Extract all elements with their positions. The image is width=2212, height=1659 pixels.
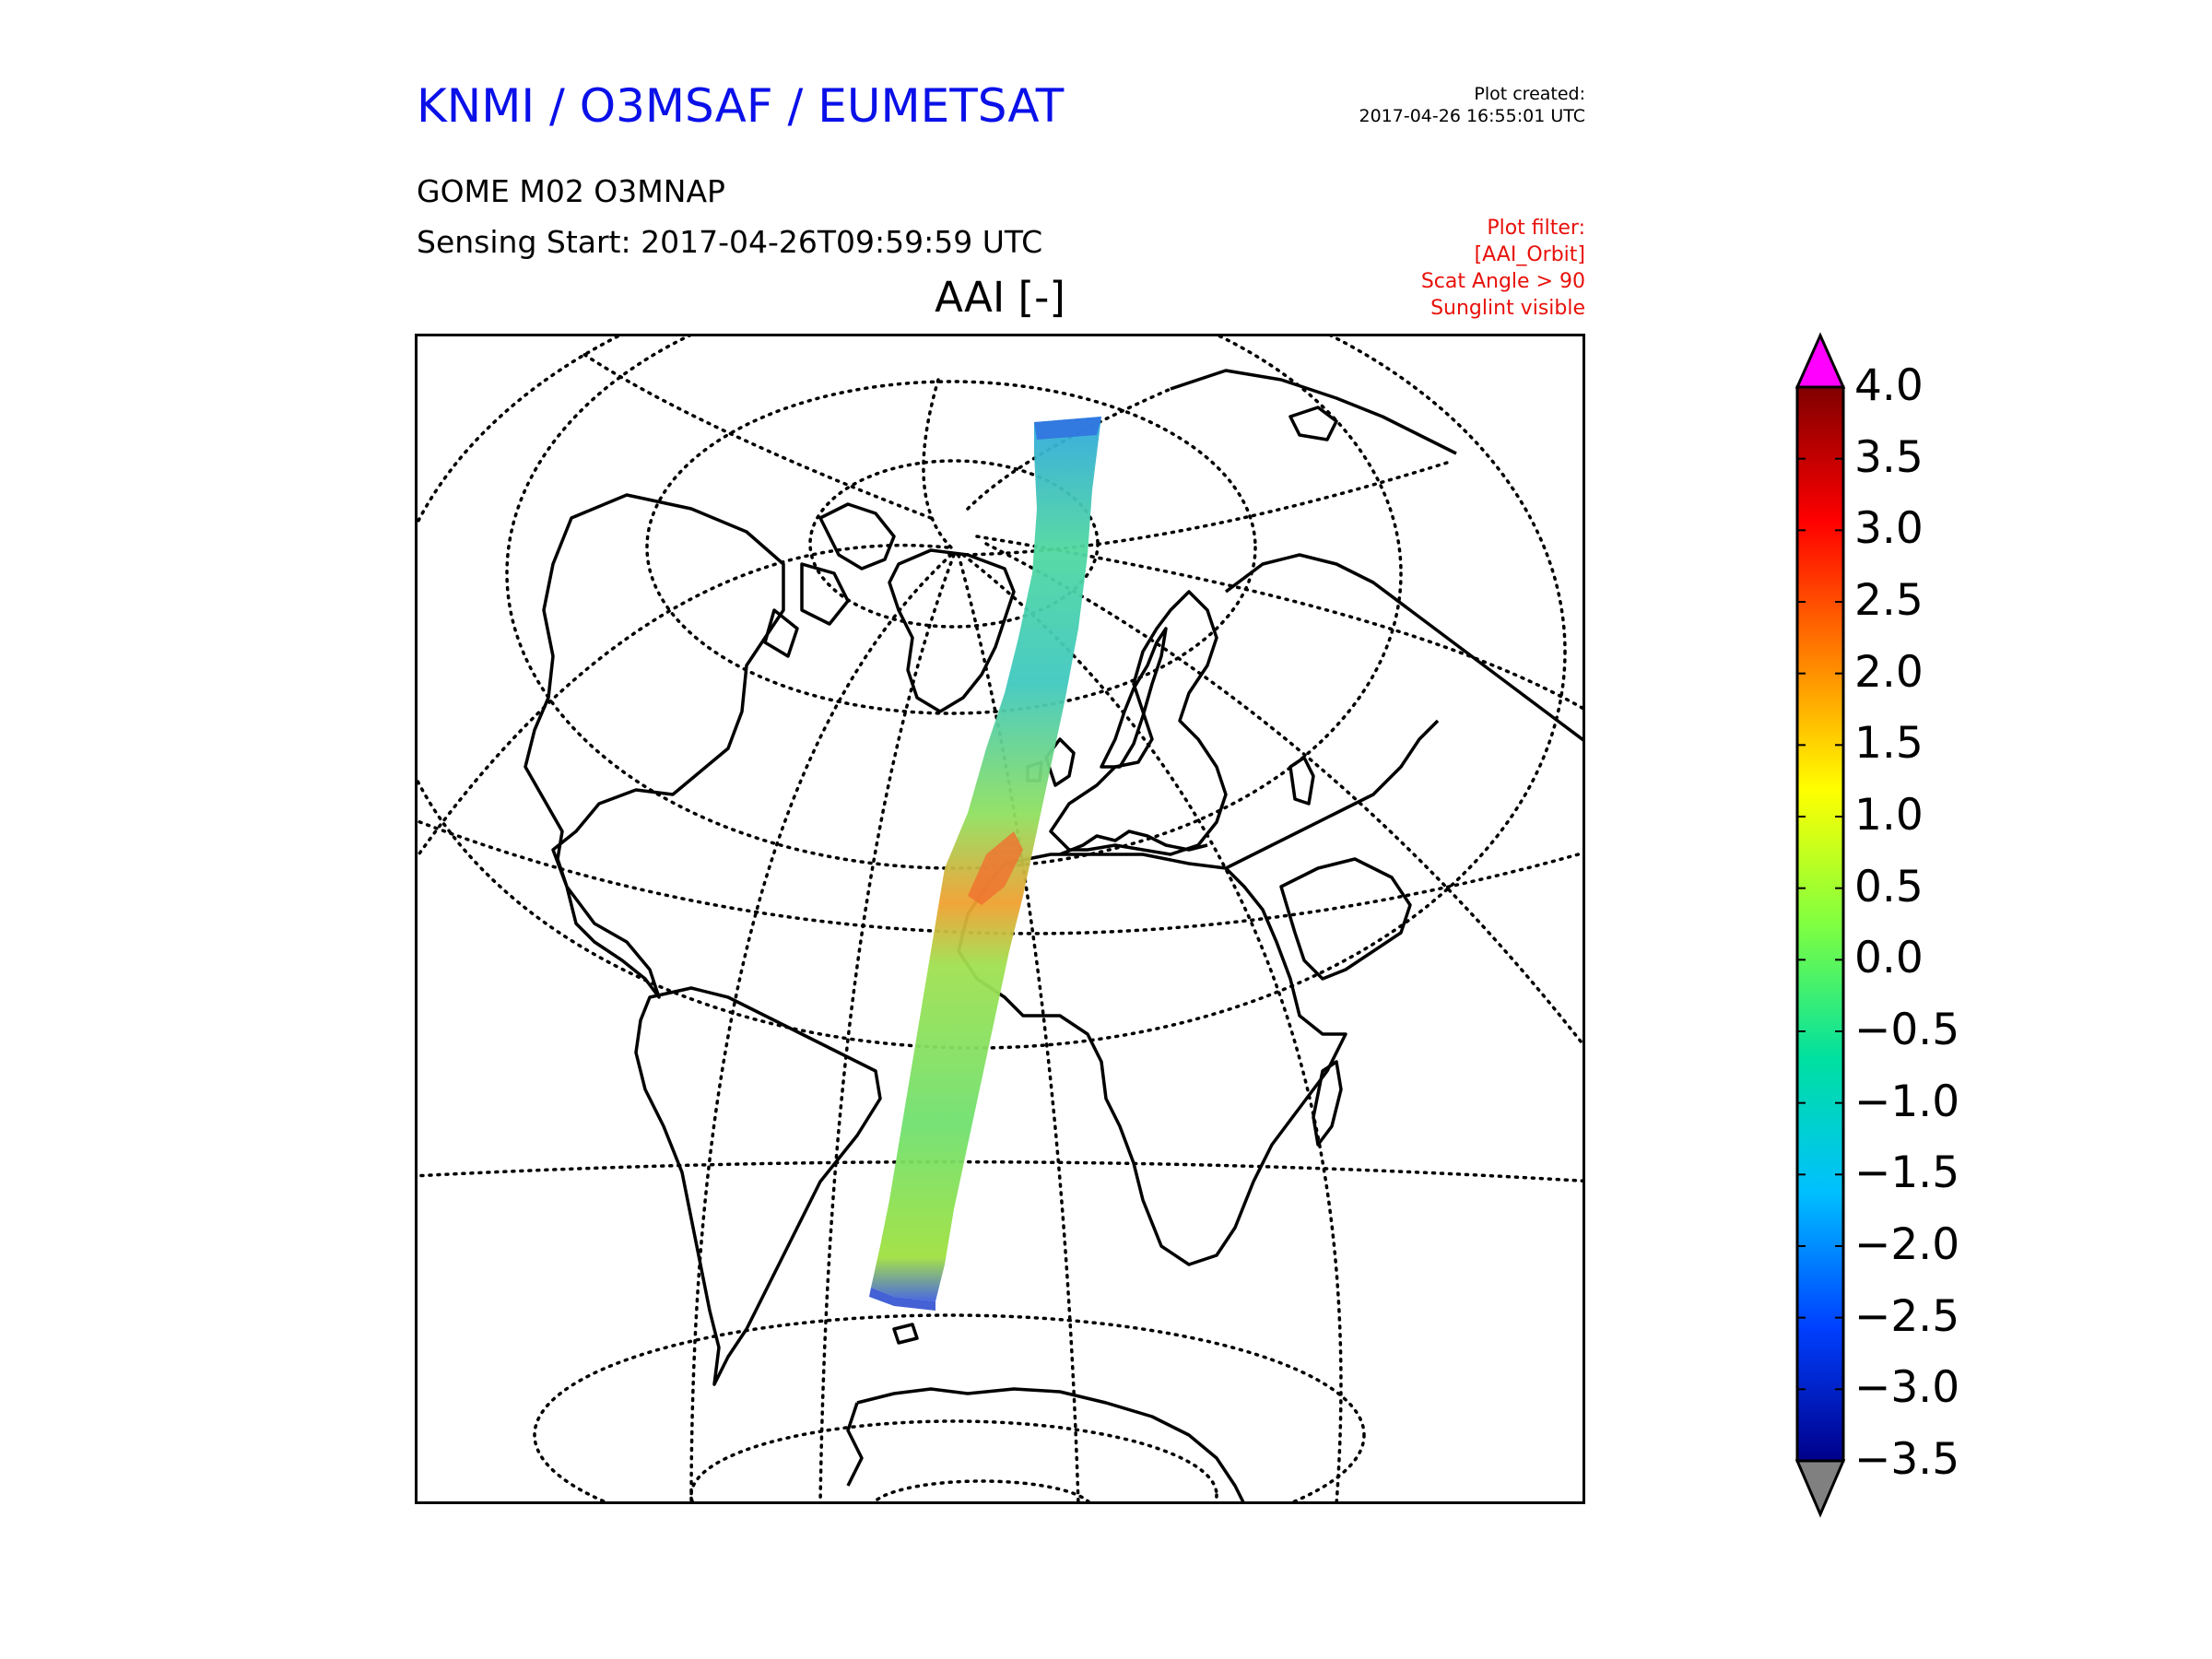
colorbar-tick-label: 2.0	[1854, 646, 1924, 698]
coastlines	[524, 369, 1583, 1502]
colorbar-tick-label: −2.5	[1854, 1290, 1960, 1342]
colorbar-tick-label: 3.5	[1854, 431, 1924, 483]
south-georgia-coast	[892, 1323, 919, 1345]
swath-north-edge	[1034, 417, 1101, 440]
map-frame	[415, 334, 1585, 1504]
colorbar-tick-label: −2.0	[1854, 1219, 1960, 1270]
plot-created-label: Plot created:	[1474, 84, 1585, 104]
map-title: AAI [-]	[935, 273, 1065, 322]
south-america-coast	[634, 986, 882, 1386]
organization-title: KNMI / O3MSAF / EUMETSAT	[417, 79, 1065, 133]
plot-created-value: 2017-04-26 16:55:01 UTC	[1359, 106, 1586, 126]
swath-south-edge	[869, 1288, 935, 1311]
colorbar-tick-label: −3.0	[1854, 1362, 1960, 1414]
asia-coast	[1224, 553, 1583, 870]
colorbar-tick-label: 1.5	[1854, 718, 1924, 770]
plot-filter-sunglint: Sunglint visible	[1430, 297, 1585, 320]
colorbar-tick-label: 4.0	[1854, 360, 1924, 411]
plot-filter-scat-angle: Scat Angle > 90	[1420, 270, 1585, 293]
colorbar-ticks	[1797, 386, 1843, 1462]
colorbar-tick-label: 2.5	[1854, 575, 1924, 626]
colorbar	[1794, 332, 1846, 1518]
europe-coast	[1049, 590, 1228, 856]
colorbar-tick-label: −1.0	[1854, 1076, 1960, 1127]
madagascar-coast	[1312, 1060, 1343, 1147]
arabia-coast	[1279, 857, 1412, 981]
caspian-sea-coast	[1288, 756, 1315, 806]
product-name: GOME M02 O3MNAP	[417, 173, 725, 209]
scandinavia-coast	[1100, 627, 1168, 769]
orthographic-map	[415, 334, 1585, 1504]
colorbar-tick-label: 1.0	[1854, 790, 1924, 841]
colorbar-tick-label: −1.5	[1854, 1147, 1960, 1199]
siberia-coast	[1170, 369, 1457, 455]
greenland-coast	[888, 548, 1016, 713]
north-america-coast	[524, 493, 785, 999]
plot-filter-label: Plot filter:	[1487, 217, 1585, 240]
colorbar-tick-label: −3.5	[1854, 1434, 1960, 1485]
mediterranean-coast	[1059, 830, 1208, 856]
colorbar-over-arrow	[1794, 332, 1846, 389]
colorbar-tick-label: −0.5	[1854, 1005, 1960, 1055]
colorbar-gradient	[1795, 385, 1845, 1463]
colorbar-tick-label: 0.0	[1854, 933, 1924, 984]
africa-coast	[957, 853, 1347, 1266]
swath-aerosol-plume	[968, 831, 1023, 905]
map-content	[417, 335, 1583, 1502]
antarctica-coast	[846, 1387, 1245, 1502]
colorbar-tick-label: 0.5	[1854, 861, 1924, 912]
colorbar-under-arrow	[1794, 1459, 1846, 1518]
plot-filter-orbit: [AAI_Orbit]	[1474, 243, 1585, 266]
colorbar-tick-label: 3.0	[1854, 503, 1924, 555]
sensing-start: Sensing Start: 2017-04-26T09:59:59 UTC	[417, 224, 1043, 260]
